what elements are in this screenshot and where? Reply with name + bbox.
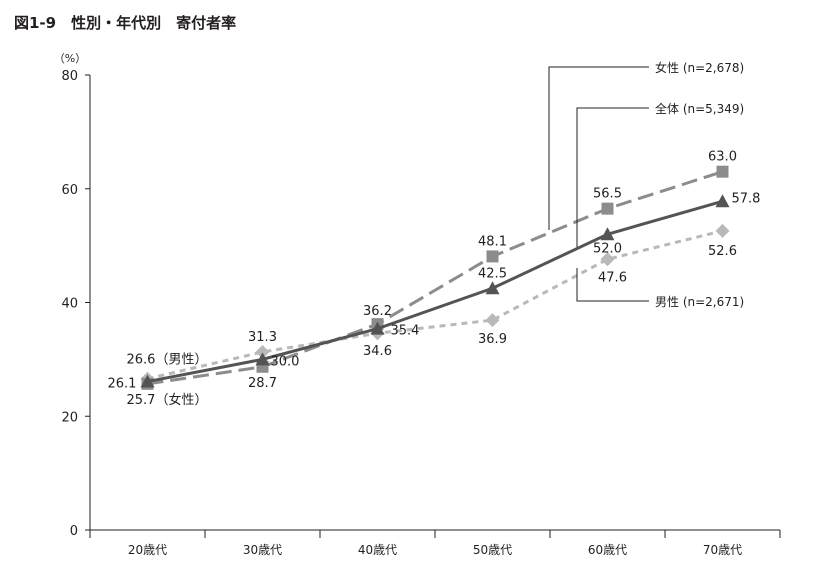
data-point — [716, 165, 729, 178]
series-total — [140, 194, 730, 388]
x-tick-label: 60歳代 — [588, 543, 627, 557]
legend-leader-female — [548, 66, 649, 230]
series-line-male — [147, 229, 723, 381]
data-label-female: 28.7 — [248, 376, 277, 391]
y-axis-unit: （%） — [54, 52, 86, 65]
y-tick-label: 0 — [70, 524, 78, 539]
data-point — [485, 313, 500, 328]
x-tick-label: 30歳代 — [243, 543, 282, 557]
series-line-total — [147, 199, 723, 384]
data-point — [140, 374, 155, 388]
data-point — [600, 252, 615, 267]
data-label-male: 34.6 — [363, 344, 392, 359]
data-label-total: 26.1 — [108, 377, 137, 392]
y-tick-label: 20 — [61, 410, 78, 425]
data-point — [255, 352, 270, 366]
data-point — [715, 223, 730, 238]
data-point — [486, 250, 499, 263]
data-point — [715, 194, 730, 208]
data-label-total: 30.0 — [271, 354, 300, 369]
chart-title: 図1-9 性別・年代別 寄付者率 — [14, 14, 236, 32]
data-label-total: 42.5 — [478, 266, 507, 281]
data-point — [370, 321, 385, 335]
data-labels: 25.7（女性） 28.7 36.2 48.1 56.5 63.0 26.1 30.0 35.4… — [108, 150, 761, 408]
data-point — [255, 344, 270, 359]
data-label-female: 56.5 — [593, 187, 622, 202]
legend-entry-total: 全体 (n=5,349) — [655, 101, 744, 116]
data-point — [601, 202, 614, 215]
data-label-male: 52.6 — [708, 244, 737, 259]
data-point — [485, 281, 500, 295]
x-tick-label: 50歳代 — [473, 543, 512, 557]
data-label-male: 36.9 — [478, 332, 507, 347]
y-tick-label: 60 — [61, 183, 78, 198]
legend-entry-female: 女性 (n=2,678) — [655, 60, 744, 75]
data-label-male: 26.6（男性） — [127, 353, 208, 368]
data-label-total: 35.4 — [391, 324, 420, 339]
series-female — [141, 165, 729, 390]
x-tick-label: 20歳代 — [128, 543, 167, 557]
legend-leader-total — [576, 107, 649, 247]
data-label-female: 63.0 — [708, 150, 737, 165]
series-layer — [140, 165, 730, 390]
x-tick-label: 40歳代 — [358, 543, 397, 557]
x-tick-label: 70歳代 — [703, 543, 742, 557]
legend: 女性 (n=2,678) 全体 (n=5,349) 男性 (n=2,671) — [548, 60, 744, 309]
data-point — [600, 227, 615, 241]
data-label-female: 36.2 — [363, 304, 392, 319]
legend-leader-male — [576, 268, 649, 302]
data-label-male: 47.6 — [598, 270, 627, 285]
series-line-female — [147, 170, 723, 386]
data-label-total: 52.0 — [593, 241, 622, 256]
series-male — [140, 223, 730, 386]
y-tick-label: 80 — [61, 69, 78, 84]
data-label-male: 31.3 — [248, 330, 277, 345]
axes: 0 20 40 60 80 20歳代 30歳代 40歳代 50歳代 60歳代 70歳代 — [61, 69, 781, 557]
legend-entry-male: 男性 (n=2,671) — [655, 295, 744, 309]
data-label-female: 48.1 — [478, 234, 507, 249]
data-label-female: 25.7（女性） — [127, 392, 208, 408]
data-label-total: 57.8 — [732, 191, 761, 206]
y-tick-label: 40 — [61, 297, 78, 312]
